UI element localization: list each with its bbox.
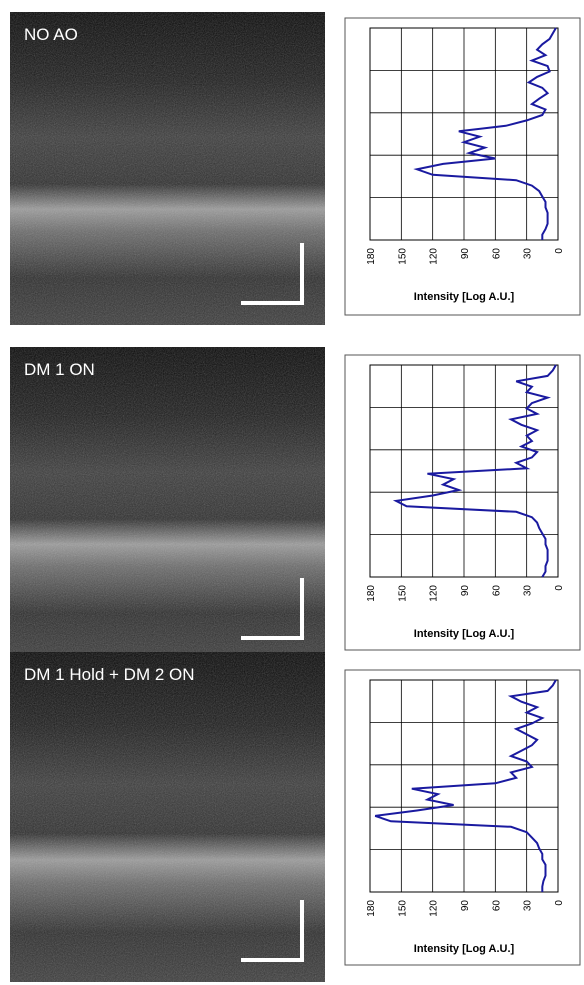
x-tick-label: 180 [366,900,377,917]
x-tick-label: 150 [397,248,408,265]
panel-label: DM 1 Hold + DM 2 ON [24,665,195,684]
panel-label: NO AO [24,25,78,44]
x-tick-label: 180 [366,585,377,602]
x-tick-label: 30 [523,585,534,597]
x-tick-label: 0 [554,248,565,254]
scale-bar [241,243,304,305]
x-tick-label: 0 [554,585,565,591]
chart-frame [344,17,581,316]
x-tick-label: 60 [491,900,502,912]
speckle [10,652,325,982]
x-tick-label: 60 [491,585,502,597]
scale-bar [241,900,304,962]
x-tick-label: 120 [429,585,440,602]
x-tick-label: 90 [460,900,471,912]
x-axis-label: Intensity [Log A.U.] [414,291,515,303]
x-tick-label: 30 [523,900,534,912]
speckle [10,347,325,660]
x-axis-label: Intensity [Log A.U.] [414,943,515,955]
x-tick-label: 90 [460,585,471,597]
speckle [10,12,325,325]
x-tick-label: 180 [366,248,377,265]
x-axis-label: Intensity [Log A.U.] [414,628,515,640]
x-tick-label: 90 [460,248,471,260]
x-tick-label: 120 [429,900,440,917]
x-tick-label: 150 [397,900,408,917]
x-tick-label: 60 [491,248,502,260]
x-tick-label: 30 [523,248,534,260]
profile-line [392,364,557,578]
panel-label: DM 1 ON [24,360,95,379]
scale-bar [241,578,304,640]
x-tick-label: 120 [429,248,440,265]
profile-line [413,27,557,240]
profile-line [374,679,557,892]
x-tick-label: 0 [554,900,565,906]
x-tick-label: 150 [397,585,408,602]
chart-frame [344,354,581,651]
